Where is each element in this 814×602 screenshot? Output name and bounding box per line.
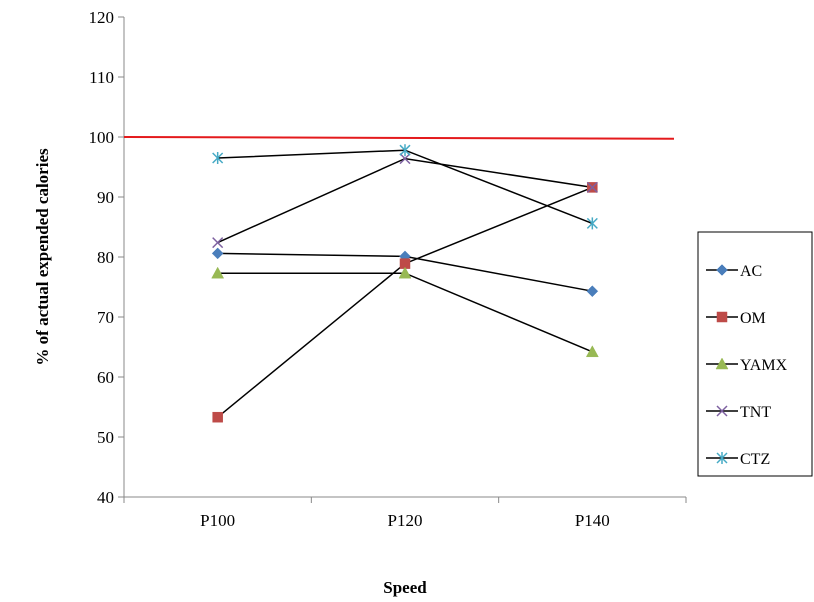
data-point-tnt: [586, 181, 598, 193]
y-tick-label: 50: [97, 428, 114, 447]
y-axis: 40 50 60 70 80 90 100 110 120: [89, 8, 125, 507]
legend-marker-om: [716, 311, 728, 323]
y-axis-title: % of actual expended calories: [33, 148, 52, 366]
reference-line: [123, 136, 675, 140]
legend-marker-yamx: [715, 357, 729, 370]
data-point-yamx: [398, 266, 412, 279]
y-tick-label: 110: [89, 68, 114, 87]
y-tick-label: 120: [89, 8, 115, 27]
series-lines: [217, 149, 593, 418]
series-line-tnt: [217, 157, 593, 244]
series-line-om: [217, 186, 593, 418]
data-point-ctz: [212, 152, 224, 164]
reference-line-group: [123, 136, 675, 140]
x-tick-label: P120: [388, 511, 423, 530]
y-tick-label: 60: [97, 368, 114, 387]
series-line-ctz: [217, 149, 593, 225]
x-tick-label: P140: [575, 511, 610, 530]
data-point-om: [212, 411, 223, 423]
data-point-ac: [211, 247, 224, 260]
y-tick-label: 40: [97, 488, 114, 507]
legend-label: YAMX: [740, 357, 788, 374]
data-point-tnt: [212, 237, 224, 249]
legend-marker-ac: [716, 264, 728, 276]
legend-item-ctz: CTZ: [706, 451, 770, 468]
data-point-yamx: [585, 345, 599, 358]
legend-box: [697, 231, 813, 477]
legend-item-ac: AC: [706, 263, 762, 280]
y-tick-label: 100: [89, 128, 115, 147]
series-line-yamx: [217, 272, 593, 353]
legend-marker-tnt: [716, 405, 728, 417]
legend-label: CTZ: [740, 451, 770, 468]
y-tick-label: 70: [97, 308, 114, 327]
x-tick-label: P100: [200, 511, 235, 530]
legend-item-om: OM: [706, 310, 766, 327]
data-point-ctz: [399, 144, 411, 157]
legend: AC OM YAMX TNT CTZ: [697, 231, 813, 477]
y-tick-label: 80: [97, 248, 114, 267]
legend-item-tnt: TNT: [706, 404, 771, 421]
data-point-ac: [586, 285, 599, 298]
data-point-tnt: [399, 153, 411, 165]
series-markers: [211, 144, 599, 423]
legend-label: OM: [740, 310, 766, 327]
x-axis: P100 P120 P140: [123, 496, 687, 530]
legend-item-yamx: YAMX: [706, 357, 788, 374]
x-axis-title: Speed: [383, 578, 427, 597]
y-tick-label: 90: [97, 188, 114, 207]
legend-marker-ctz: [716, 452, 728, 464]
legend-label: AC: [740, 263, 762, 280]
data-point-ctz: [586, 217, 598, 230]
data-point-yamx: [211, 266, 225, 279]
legend-label: TNT: [740, 404, 771, 421]
